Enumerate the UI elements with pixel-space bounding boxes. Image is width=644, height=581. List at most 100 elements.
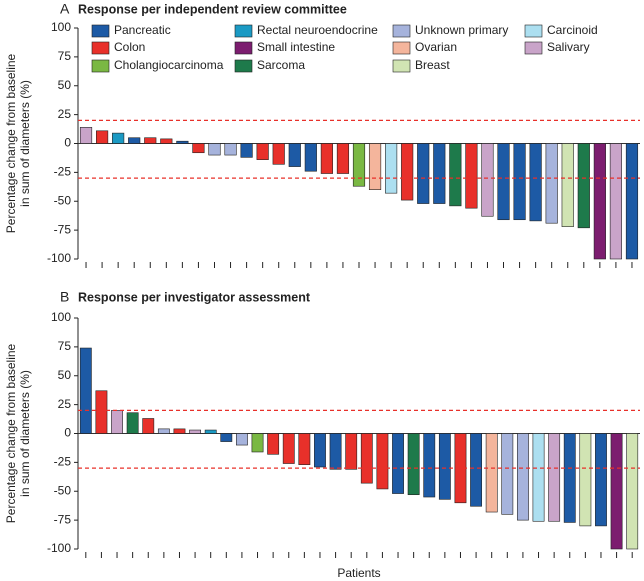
y-tick-label: 0	[64, 136, 71, 150]
legend-swatch	[91, 41, 110, 55]
bar	[208, 143, 221, 156]
legend-swatch	[392, 59, 411, 73]
legend-swatch	[392, 24, 411, 38]
legend-label: Salivary	[547, 40, 590, 54]
bar	[423, 433, 436, 498]
legend-label: Breast	[415, 58, 450, 72]
bar	[352, 143, 366, 187]
legend-swatch	[524, 41, 543, 55]
y-tick-label: 100	[51, 310, 71, 324]
bar	[95, 390, 108, 434]
bar	[173, 428, 186, 434]
legend-swatch	[234, 24, 253, 38]
bar	[610, 433, 623, 550]
legend-swatch	[234, 41, 253, 55]
bar	[240, 143, 253, 158]
y-axis-label: Percentage change from baseline	[4, 53, 18, 233]
bar	[204, 429, 217, 434]
y-tick-label: -25	[54, 165, 72, 179]
bar	[256, 143, 269, 160]
bar	[497, 143, 510, 221]
bar	[235, 433, 248, 446]
y-tick-label: -50	[54, 483, 72, 497]
legend-swatch	[91, 24, 110, 38]
legend-label: Colon	[114, 40, 145, 54]
legend-label: Pancreatic	[114, 23, 171, 37]
bar	[320, 143, 333, 174]
legend-label: Ovarian	[415, 40, 457, 54]
y-axis-label: in sum of diameters (%)	[18, 370, 32, 497]
bar	[449, 143, 462, 207]
y-tick-label: -100	[47, 541, 71, 555]
bar	[438, 433, 451, 500]
bar	[160, 138, 173, 144]
bar	[392, 433, 404, 494]
y-tick-label: 50	[58, 368, 72, 382]
bar	[79, 127, 93, 144]
y-tick-label: 75	[58, 339, 72, 353]
bar	[96, 130, 109, 144]
bar	[360, 433, 373, 484]
bar	[529, 143, 542, 222]
bar	[385, 143, 398, 194]
legend-label: Carcinoid	[547, 23, 598, 37]
bar	[376, 433, 389, 490]
legend-swatch	[91, 59, 110, 73]
y-tick-label: -50	[54, 193, 72, 207]
panel-title: Response per investigator assessment	[78, 290, 311, 304]
bar	[548, 433, 561, 522]
panel-label: A	[60, 1, 70, 17]
bar	[111, 410, 123, 434]
legend-label: Sarcoma	[257, 58, 305, 72]
bar	[267, 433, 280, 455]
y-tick-label: 100	[51, 20, 71, 34]
bar	[126, 412, 139, 434]
bar	[189, 429, 202, 434]
y-tick-label: -100	[47, 251, 71, 265]
panel-label: B	[60, 289, 69, 305]
bar	[142, 418, 155, 434]
bar	[251, 433, 264, 453]
bar	[220, 433, 233, 442]
bar	[609, 143, 622, 260]
bar	[579, 433, 592, 527]
bar	[407, 433, 420, 496]
legend-label: Rectal neuroendocrine	[257, 23, 378, 37]
legend-label: Small intestine	[257, 40, 335, 54]
bar	[577, 143, 590, 229]
legend-label: Cholangiocarcinoma	[114, 58, 224, 72]
bar	[345, 433, 358, 470]
bar	[626, 433, 639, 550]
bar	[433, 143, 446, 204]
y-tick-label: 25	[58, 397, 72, 411]
bar	[625, 143, 639, 260]
bar	[516, 433, 529, 521]
bar	[401, 143, 414, 201]
bar	[192, 143, 205, 154]
bar	[272, 143, 285, 165]
y-axis-label: Percentage change from baseline	[4, 343, 18, 523]
bar	[368, 143, 382, 191]
bar	[304, 143, 317, 172]
legend-swatch	[392, 41, 411, 55]
bar	[545, 143, 558, 224]
bar	[561, 143, 574, 227]
y-tick-label: 50	[58, 78, 72, 92]
bar	[298, 433, 311, 465]
y-tick-label: -75	[54, 512, 72, 526]
bar	[417, 143, 430, 204]
bar	[481, 143, 494, 217]
bar	[79, 347, 92, 434]
bar	[282, 433, 295, 464]
y-tick-label: 25	[58, 107, 72, 121]
bar	[112, 132, 125, 144]
bar	[501, 433, 514, 515]
legend-swatch	[524, 24, 543, 38]
bar	[593, 143, 606, 260]
bar	[465, 143, 478, 209]
bar	[224, 143, 237, 156]
bar	[157, 428, 170, 434]
legend-label: Unknown primary	[415, 23, 508, 37]
bar	[128, 137, 141, 144]
